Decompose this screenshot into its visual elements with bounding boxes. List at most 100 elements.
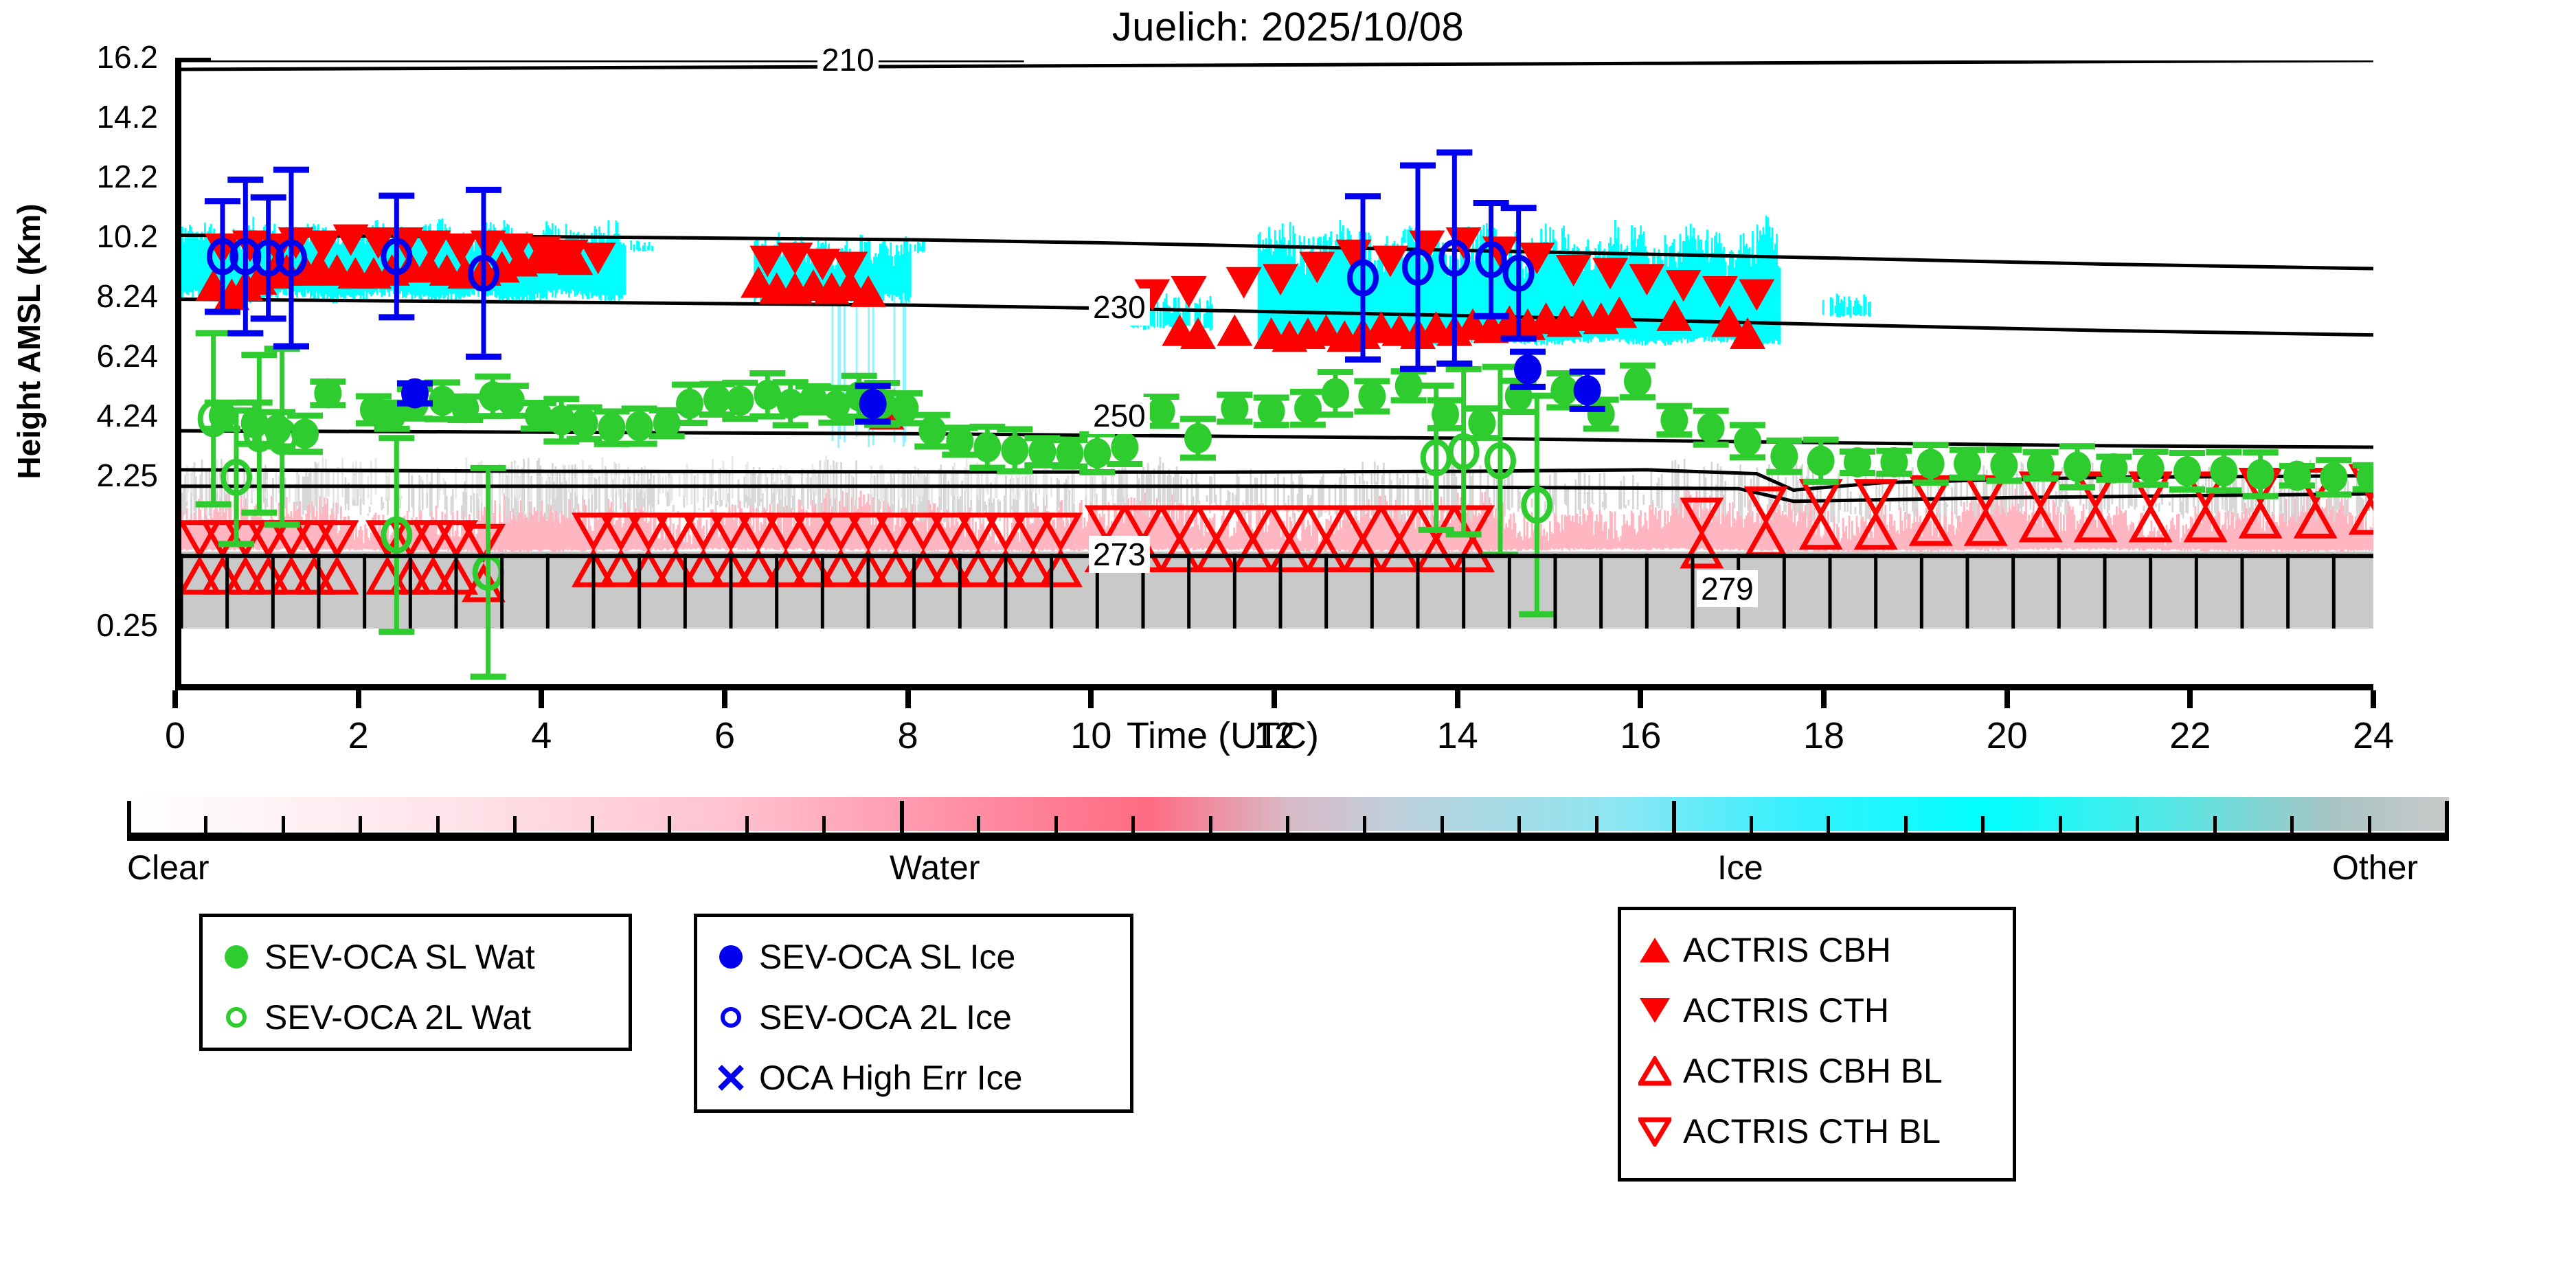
- colorbar[interactable]: [127, 797, 2449, 841]
- legend-item-label: SEV-OCA SL Wat: [264, 938, 535, 976]
- legend-item-label: SEV-OCA 2L Ice: [759, 998, 1012, 1037]
- x-axis-label: Time (UTC): [1127, 715, 1319, 756]
- legend-item-label: ACTRIS CBH BL: [1683, 1052, 1943, 1090]
- page-title: Juelich: 2025/10/08: [1111, 5, 1465, 49]
- x-tick: [2187, 690, 2193, 708]
- legend-actris-item[interactable]: ACTRIS CTH BL: [1621, 1101, 2013, 1162]
- legend-ice-item[interactable]: SEV-OCA SL Ice: [697, 927, 1130, 987]
- x-tick-label: 0: [164, 715, 186, 756]
- legend-actris-item[interactable]: ACTRIS CBH: [1621, 920, 2013, 980]
- y-tick-label: 8.24: [96, 278, 158, 314]
- series-sev-oca-2l-ice: [205, 149, 1537, 372]
- x-tick-label: 24: [2352, 715, 2395, 756]
- colorbar-label-clear: Clear: [127, 848, 210, 887]
- filled-triangle-up-icon: [1636, 938, 1673, 962]
- legend-water-item[interactable]: SEV-OCA 2L Wat: [203, 987, 629, 1048]
- colorbar-minor-tick: [1517, 816, 1522, 833]
- open-circle-icon: [218, 1007, 255, 1028]
- x-tick-label: 10: [1070, 715, 1112, 756]
- plot-area[interactable]: [175, 60, 2373, 690]
- legend-item-label: SEV-OCA SL Ice: [759, 938, 1016, 976]
- colorbar-label-water: Water: [890, 848, 980, 887]
- series-sev-oca-2l-wat: [195, 330, 1555, 680]
- colorbar-minor-tick: [513, 816, 517, 833]
- colorbar-baseline: [127, 833, 2449, 841]
- colorbar-major-tick: [127, 801, 131, 833]
- colorbar-label-other: Other: [2332, 848, 2419, 887]
- x-tick: [1088, 690, 1094, 708]
- colorbar-minor-tick: [2290, 816, 2294, 833]
- colorbar-minor-tick: [668, 816, 672, 833]
- legend-water-item[interactable]: SEV-OCA SL Wat: [203, 927, 629, 987]
- x-tick: [905, 690, 911, 708]
- colorbar-minor-tick: [359, 816, 363, 833]
- legend-item-label: ACTRIS CTH BL: [1683, 1112, 1941, 1151]
- legend-box-ice[interactable]: SEV-OCA SL Ice SEV-OCA 2L Ice OCA High Err…: [694, 914, 1133, 1113]
- y-tick-label: 16.2: [96, 39, 158, 75]
- x-tick-label: 14: [1436, 715, 1478, 756]
- legend-box-water[interactable]: SEV-OCA SL Wat SEV-OCA 2L Wat: [199, 914, 632, 1051]
- series-sev-oca-sl-ice: [397, 348, 1605, 425]
- colorbar-major-tick: [1672, 801, 1677, 833]
- legend-actris-item[interactable]: ACTRIS CBH BL: [1621, 1041, 2013, 1101]
- legend-actris-item[interactable]: ACTRIS CTH: [1621, 980, 2013, 1041]
- isotherm-label-230: 230: [1089, 289, 1150, 326]
- colorbar-minor-tick: [1827, 816, 1831, 833]
- open-triangle-up-icon: [1636, 1056, 1673, 1086]
- y-tick-label: 14.2: [96, 99, 158, 135]
- colorbar-minor-tick: [1749, 816, 1753, 833]
- colorbar-minor-tick: [1208, 816, 1212, 833]
- x-tick: [1638, 690, 1644, 708]
- colorbar-minor-tick: [436, 816, 440, 833]
- x-tick-label: 4: [531, 715, 552, 756]
- legend-ice-item[interactable]: OCA High Err Ice: [697, 1048, 1130, 1108]
- colorbar-major-tick: [899, 801, 904, 833]
- colorbar-minor-tick: [1363, 816, 1367, 833]
- colorbar-minor-tick: [590, 816, 594, 833]
- colorbar-minor-tick: [822, 816, 826, 833]
- y-tick-label: 12.2: [96, 159, 158, 194]
- x-tick: [2004, 690, 2010, 708]
- open-triangle-down-icon: [1636, 1116, 1673, 1146]
- y-tick-label: 6.24: [96, 338, 158, 374]
- colorbar-minor-tick: [1903, 816, 1908, 833]
- colorbar-minor-tick: [2136, 816, 2140, 833]
- isotherm-label-279: 279: [1697, 570, 1758, 607]
- colorbar-minor-tick: [204, 816, 208, 833]
- series-actris-cth: [205, 224, 1775, 422]
- colorbar-minor-tick: [1594, 816, 1598, 833]
- colorbar-minor-tick: [1131, 816, 1136, 833]
- series-sev-oca-sl-wat: [205, 362, 2373, 499]
- filled-triangle-down-icon: [1636, 998, 1673, 1023]
- colorbar-minor-tick: [2213, 816, 2217, 833]
- x-tick-label: 12: [1253, 715, 1296, 756]
- x-tick: [1272, 690, 1277, 708]
- colorbar-minor-tick: [2367, 816, 2371, 833]
- y-tick-label: 4.24: [96, 398, 158, 433]
- x-tick-label: 18: [1803, 715, 1845, 756]
- colorbar-minor-tick: [1054, 816, 1058, 833]
- x-tick-label: 16: [1620, 715, 1662, 756]
- open-circle-icon: [712, 1007, 749, 1028]
- x-tick: [722, 690, 727, 708]
- legend-ice-item[interactable]: SEV-OCA 2L Ice: [697, 987, 1130, 1048]
- colorbar-minor-tick: [2058, 816, 2062, 833]
- x-tick-label: 22: [2169, 715, 2211, 756]
- colorbar-minor-tick: [1286, 816, 1289, 833]
- plot-canvas: [181, 60, 2373, 684]
- x-tick: [172, 690, 178, 708]
- filled-circle-icon: [218, 945, 255, 969]
- chart-svg: [181, 60, 2373, 680]
- legend-item-label: OCA High Err Ice: [759, 1059, 1023, 1097]
- colorbar-label-ice: Ice: [1717, 848, 1763, 887]
- legend-item-label: ACTRIS CTH: [1683, 991, 1889, 1030]
- colorbar-minor-tick: [745, 816, 749, 833]
- legend-box-actris[interactable]: ACTRIS CBH ACTRIS CTH ACTRIS CBH BL ACTRIS …: [1618, 907, 2016, 1182]
- colorbar-major-tick: [2445, 801, 2449, 833]
- y-tick-label: 2.25: [96, 457, 158, 493]
- x-tick-label: 6: [714, 715, 736, 756]
- colorbar-minor-tick: [1981, 816, 1985, 833]
- x-tick-label: 8: [897, 715, 918, 756]
- isotherm-label-273: 273: [1089, 536, 1150, 573]
- x-tick-label: 2: [348, 715, 369, 756]
